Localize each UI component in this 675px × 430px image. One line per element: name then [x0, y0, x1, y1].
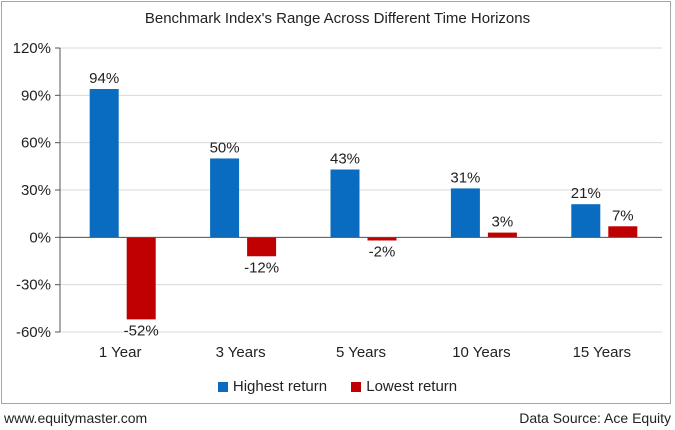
y-tick-label: 60%: [21, 135, 51, 152]
y-tick-label: -60%: [16, 324, 51, 341]
legend-swatch-highest: [217, 381, 228, 392]
x-tick-label: 15 Years: [573, 344, 631, 361]
data-source: Data Source: Ace Equity: [519, 410, 671, 426]
legend-item-highest: Highest return: [217, 378, 328, 395]
legend-label-highest: Highest return: [232, 378, 328, 395]
data-label: 43%: [330, 150, 360, 167]
bar-lowest: [247, 237, 277, 257]
data-label: 7%: [612, 207, 634, 224]
y-tick-label: 30%: [21, 182, 51, 199]
y-tick-label: 90%: [21, 87, 51, 104]
chart-title: Benchmark Index's Range Across Different…: [144, 10, 531, 27]
y-tick-label: 0%: [29, 229, 51, 246]
bar-lowest: [487, 232, 517, 238]
x-tick-label: 3 Years: [216, 344, 266, 361]
bar-lowest: [367, 237, 397, 241]
data-label: 3%: [492, 214, 514, 231]
data-label: 50%: [210, 139, 240, 156]
x-tick-label: 5 Years: [336, 344, 386, 361]
bar-highest: [330, 169, 360, 238]
legend-item-lowest: Lowest return: [351, 378, 457, 395]
bar-highest: [450, 188, 480, 238]
y-tick-label: -30%: [16, 277, 51, 294]
bar-lowest: [608, 226, 638, 238]
bar-highest: [89, 89, 119, 238]
bar-highest: [571, 204, 601, 238]
bar-lowest: [126, 237, 156, 320]
legend: Highest return Lowest return: [0, 378, 675, 396]
bar-highest: [210, 158, 240, 238]
data-label: 21%: [571, 185, 601, 202]
x-axis-ticks: 1 Year 3 Years 5 Years 10 Years 15 Years: [60, 236, 662, 361]
data-label: -2%: [369, 243, 396, 260]
y-axis-ticks: -60% -30% 0% 30% 60% 90% 120%: [13, 40, 61, 341]
x-tick-label: 1 Year: [99, 344, 142, 361]
bars: [89, 89, 638, 320]
x-tick-label: 10 Years: [452, 344, 510, 361]
legend-swatch-lowest: [351, 381, 362, 392]
data-label: 31%: [450, 169, 480, 186]
legend-label-lowest: Lowest return: [366, 378, 458, 395]
y-tick-label: 120%: [13, 40, 51, 57]
data-label: -52%: [124, 322, 159, 339]
chart-frame: [1, 1, 671, 404]
data-labels: 94% -52% 50% -12% 43% -2% 31% 3% 21% 7%: [89, 70, 633, 339]
data-label: -12%: [244, 259, 279, 276]
data-label: 94%: [89, 70, 119, 87]
site-credit: www.equitymaster.com: [4, 410, 148, 426]
